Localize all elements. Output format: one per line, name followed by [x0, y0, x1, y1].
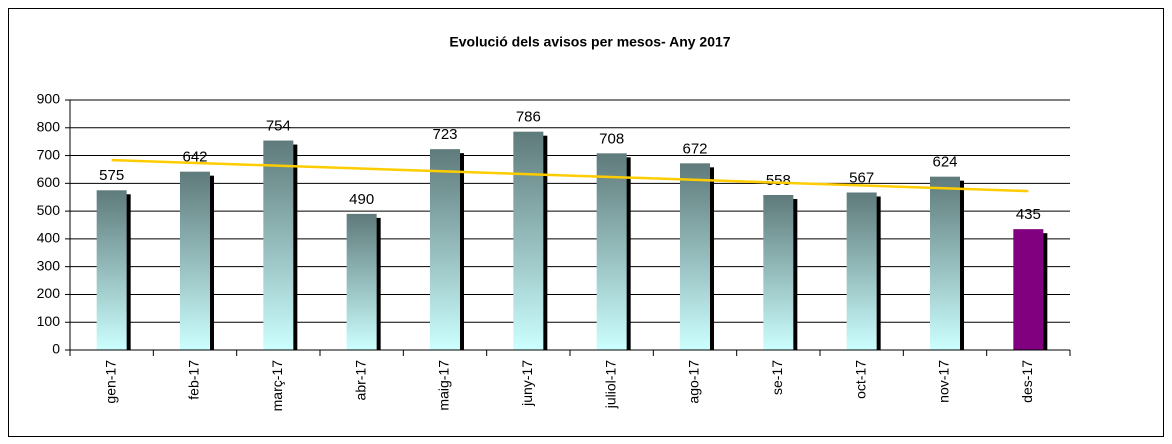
bar	[846, 192, 877, 350]
value-label: 723	[432, 126, 457, 143]
bar	[513, 131, 544, 350]
bar	[180, 171, 210, 350]
value-label: 642	[182, 149, 207, 166]
y-tick-label: 900	[37, 91, 61, 107]
value-label: 575	[99, 167, 124, 184]
y-tick-label: 500	[37, 202, 61, 218]
bar	[763, 195, 794, 350]
y-tick-label: 300	[37, 257, 61, 273]
x-tick-label: juny-17	[519, 360, 535, 407]
value-label: 754	[266, 118, 291, 135]
bar	[263, 140, 294, 350]
x-tick-label: juliol-17	[602, 360, 618, 409]
chart-title: Evolució dels avisos per mesos- Any 2017	[449, 34, 730, 50]
bar	[1013, 229, 1044, 350]
bar	[430, 149, 460, 350]
y-tick-label: 700	[37, 146, 61, 162]
x-tick-label: abr-17	[352, 360, 368, 401]
x-tick-label: oct-17	[852, 360, 868, 399]
y-tick-label: 800	[37, 118, 61, 134]
value-label: 558	[766, 172, 791, 189]
value-label: 490	[349, 191, 374, 208]
value-label: 672	[682, 140, 707, 157]
y-tick-label: 0	[52, 341, 60, 357]
value-label: 567	[849, 169, 874, 186]
bar	[346, 213, 377, 350]
y-tick-label: 400	[37, 230, 61, 246]
x-tick-label: se-17	[769, 360, 785, 395]
x-tick-label: maig-17	[436, 360, 452, 411]
x-tick-label: des-17	[1019, 360, 1035, 403]
value-label: 708	[599, 130, 624, 147]
trendline	[111, 158, 1029, 193]
x-tick-label: nov-17	[936, 360, 952, 403]
bar	[96, 190, 127, 350]
x-tick-label: feb-17	[186, 360, 202, 400]
value-label: 624	[932, 154, 957, 171]
bar	[680, 163, 710, 350]
y-tick-label: 100	[37, 313, 61, 329]
value-label: 435	[1016, 206, 1041, 223]
y-tick-label: 200	[37, 285, 61, 301]
bar	[930, 176, 960, 350]
x-tick-label: gen-17	[102, 360, 118, 404]
value-label: 786	[516, 109, 541, 126]
bar	[596, 153, 627, 350]
y-tick-label: 600	[37, 174, 61, 190]
x-tick-label: març-17	[269, 360, 285, 412]
x-tick-label: ago-17	[686, 360, 702, 404]
